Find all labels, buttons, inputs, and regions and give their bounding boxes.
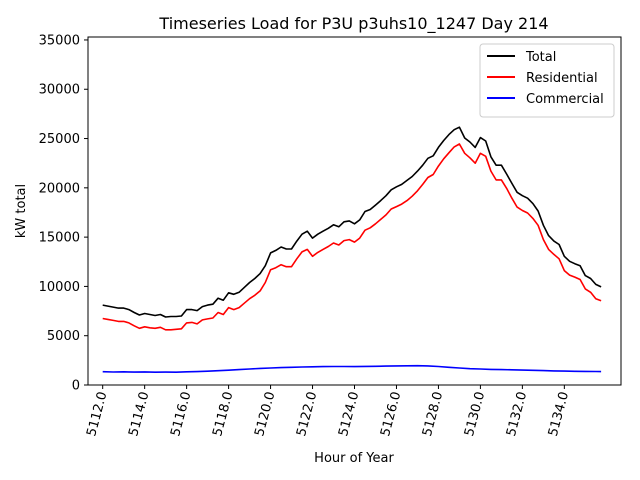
y-tick-label: 35000 <box>39 33 80 48</box>
y-tick-label: 5000 <box>47 329 80 344</box>
plot-area <box>87 36 622 386</box>
y-axis-ticks: 0 5000 10000 15000 20000 25000 30000 35000 <box>39 33 88 394</box>
legend-label-residential: Residential <box>526 71 598 86</box>
series-line-total <box>102 126 602 318</box>
chart-title: Timeseries Load for P3U p3uhs10_1247 Day… <box>158 14 548 34</box>
y-tick-label: 10000 <box>39 280 80 295</box>
y-tick-label: 0 <box>72 379 80 394</box>
legend: Total Residential Commercial <box>479 43 615 118</box>
y-tick-label: 25000 <box>39 132 80 147</box>
legend-label-commercial: Commercial <box>526 92 604 107</box>
legend-label-total: Total <box>525 50 556 65</box>
y-tick-label: 20000 <box>39 181 80 196</box>
series-line-commercial <box>102 364 602 373</box>
y-axis-label: kW total <box>14 184 29 238</box>
x-axis-label: Hour of Year <box>314 451 394 466</box>
series-line-residential <box>102 143 602 331</box>
y-tick-label: 15000 <box>39 231 80 246</box>
series-lines <box>102 126 602 373</box>
y-tick-label: 30000 <box>39 83 80 98</box>
